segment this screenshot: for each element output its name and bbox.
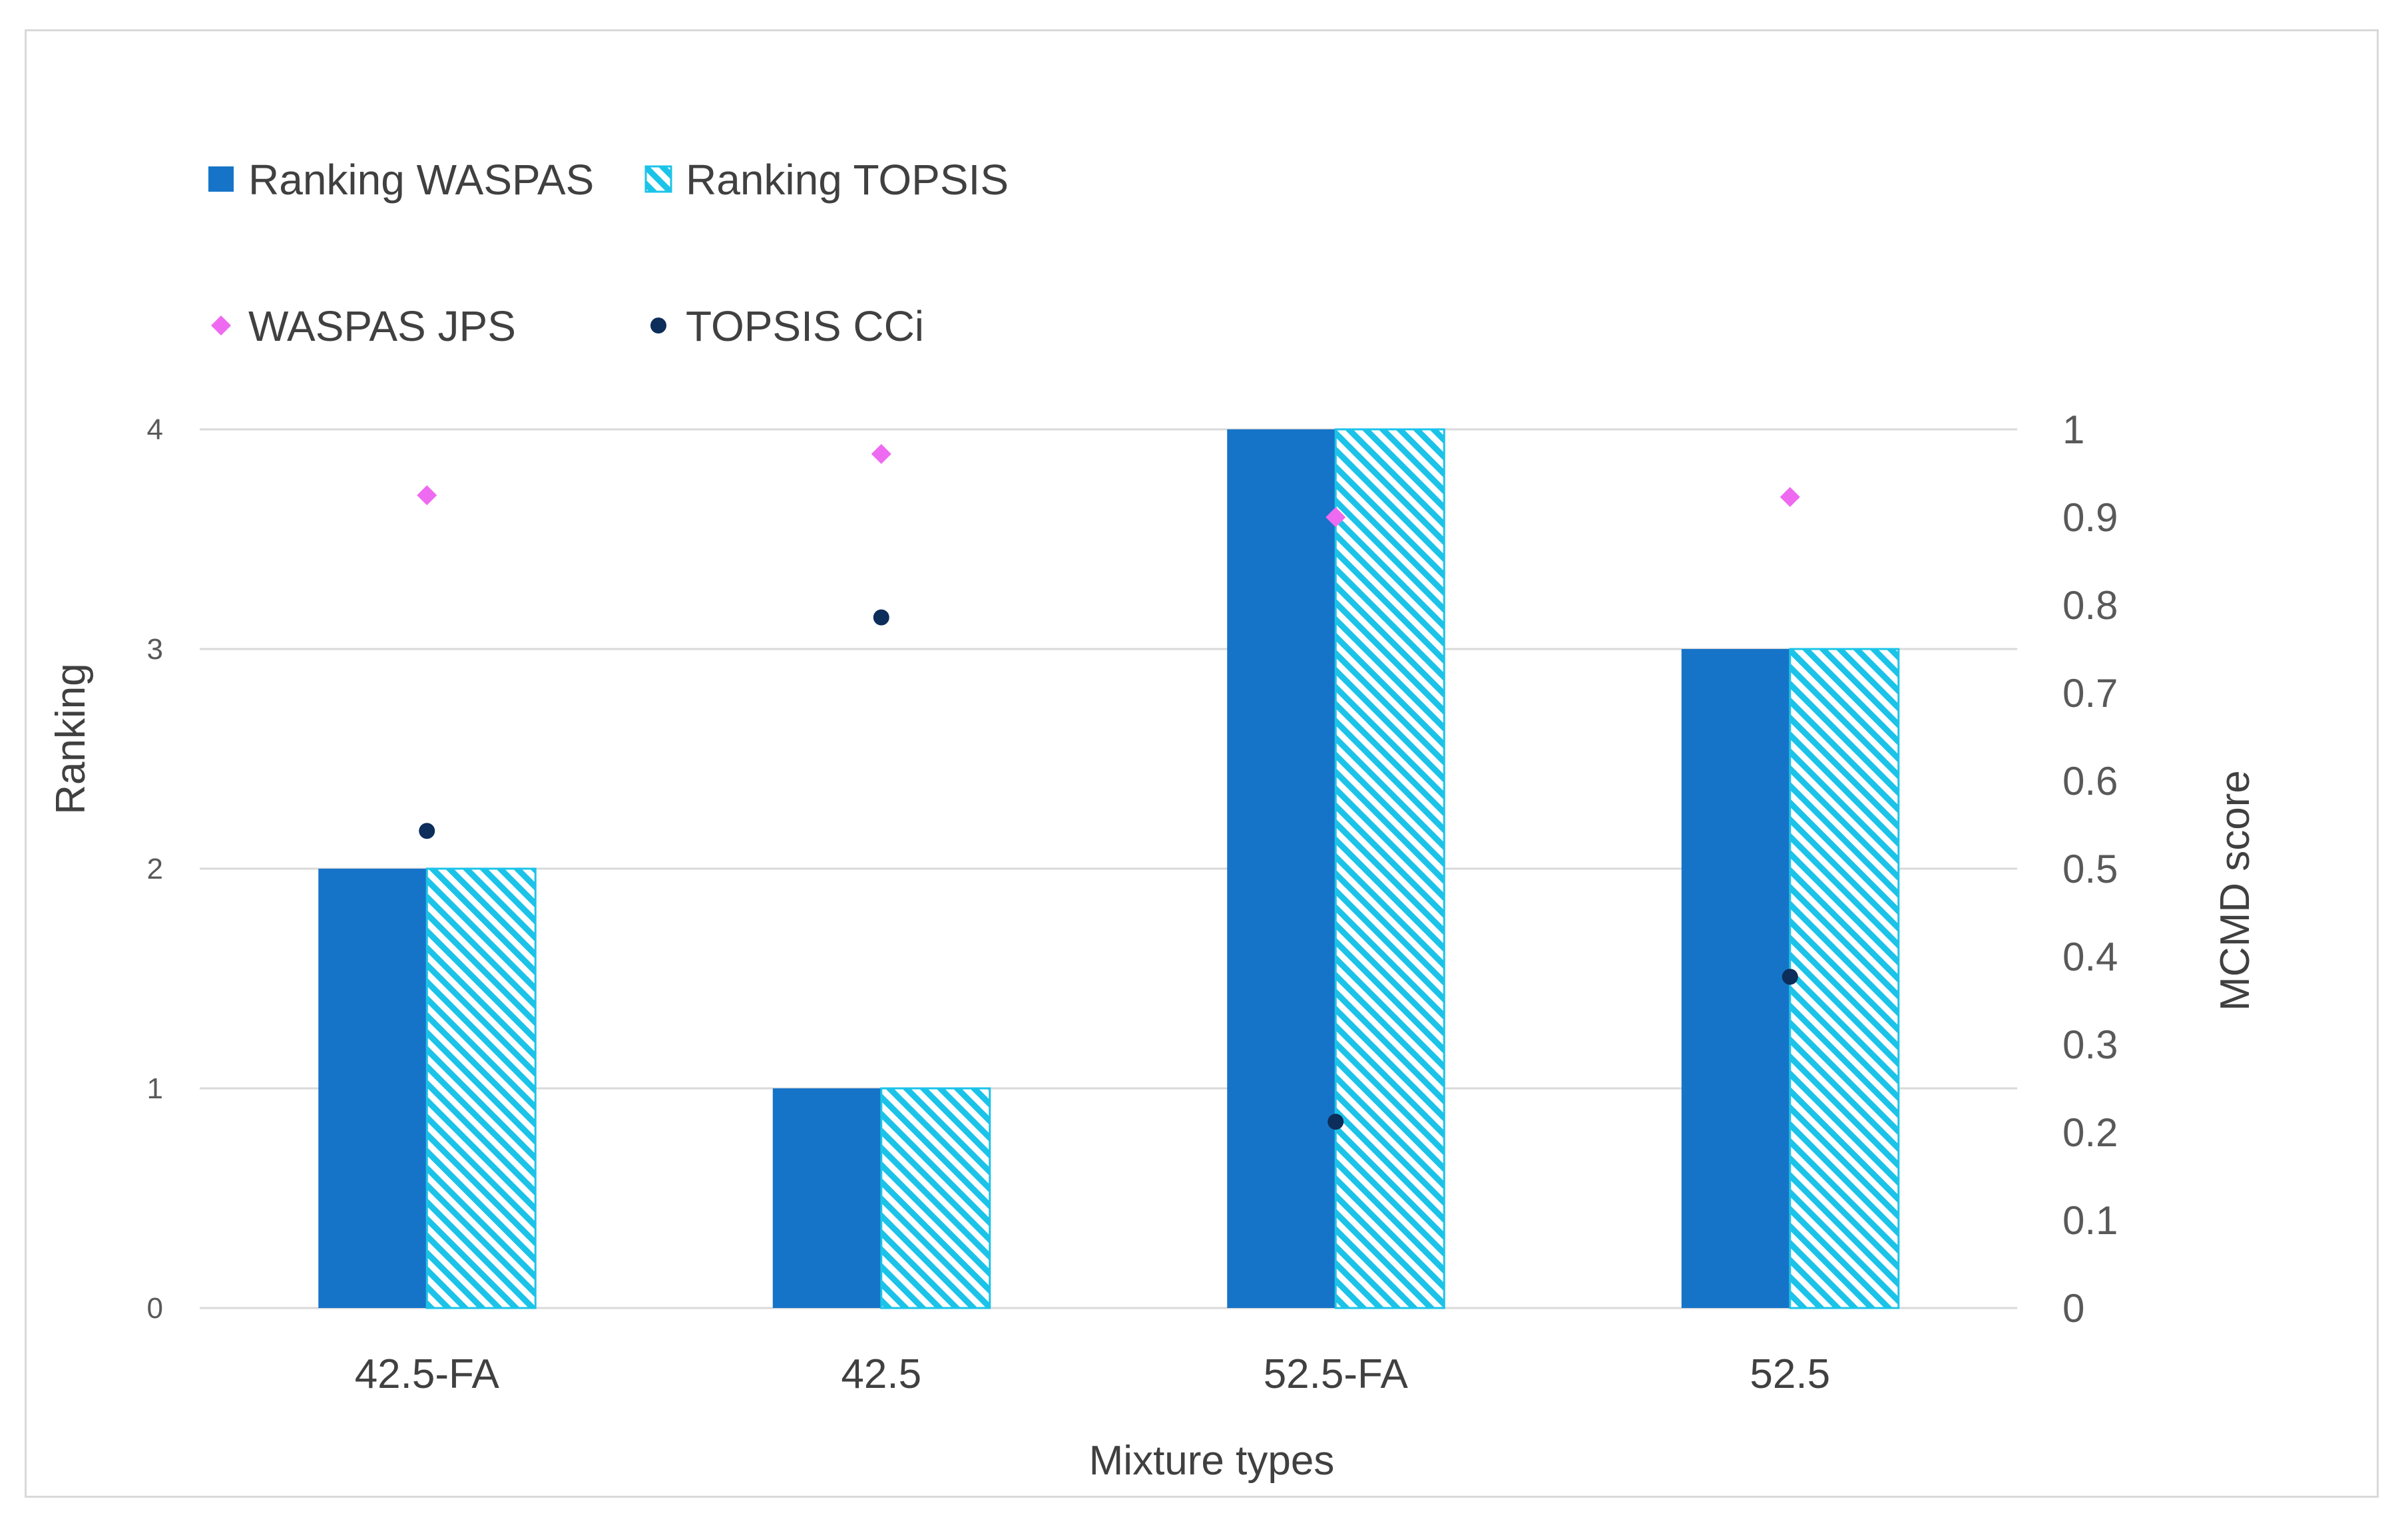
legend-swatch-ranking-topsis [644, 165, 672, 193]
y2-tick-label: 0.6 [2062, 759, 2118, 803]
legend-label-ranking-waspas: Ranking WASPAS [248, 156, 594, 204]
y-tick-label: 1 [147, 1072, 163, 1105]
y2-tick-label: 0.7 [2062, 671, 2118, 716]
bar-ranking-topsis [425, 867, 537, 1309]
point-topsis-cci [419, 823, 435, 839]
x-tick-label: 52.5-FA [1264, 1351, 1409, 1397]
bar-ranking-waspas [772, 1088, 881, 1308]
bar-ranking-waspas [1681, 649, 1790, 1308]
point-waspas-jps [871, 443, 891, 464]
x-axis-title: Mixture types [1089, 1438, 1335, 1484]
bar-ranking-topsis [1334, 428, 1445, 1309]
y-tick-label: 3 [147, 633, 163, 666]
y-tick-label: 2 [147, 853, 163, 885]
y2-tick-label: 1 [2062, 407, 2084, 452]
y-tick-label: 0 [147, 1292, 163, 1325]
y2-tick-label: 0.9 [2062, 495, 2118, 540]
bars [318, 428, 1900, 1309]
legend-swatch-ranking-waspas [208, 166, 234, 192]
y2-tick-label: 0.8 [2062, 583, 2118, 628]
bar-ranking-topsis [880, 1087, 991, 1309]
y2-tick-label: 0.4 [2062, 935, 2118, 979]
point-topsis-cci [1327, 1114, 1344, 1130]
legend-label-ranking-topsis: Ranking TOPSIS [686, 156, 1009, 204]
legend: Ranking WASPAS Ranking TOPSIS WASPAS JPS TO… [208, 156, 1009, 350]
point-waspas-jps [1325, 507, 1346, 527]
y2-tick-label: 0 [2062, 1286, 2084, 1331]
y2-tick-label: 0.1 [2062, 1198, 2118, 1243]
y2-axis-title: MCMD score [2212, 770, 2258, 1011]
x-tick-label: 42.5-FA [355, 1351, 500, 1397]
y2-tick-label: 0.2 [2062, 1110, 2118, 1155]
legend-swatch-topsis-cci [650, 318, 666, 333]
legend-swatch-waspas-jps [211, 316, 231, 335]
axis-ticks: 0 1 2 3 4 0 0.1 0.2 0.3 0.4 0.5 0.6 0.7 0.8 0.9 1 42.5-F… [147, 407, 2118, 1397]
point-waspas-jps [1780, 487, 1800, 507]
y2-tick-label: 0.5 [2062, 847, 2118, 891]
points [417, 443, 1800, 1130]
x-tick-label: 52.5 [1750, 1351, 1830, 1397]
point-topsis-cci [1782, 969, 1798, 985]
bar-ranking-waspas [1227, 429, 1336, 1308]
legend-label-waspas-jps: WASPAS JPS [248, 302, 516, 350]
y-axis-title: Ranking [48, 663, 94, 814]
point-waspas-jps [417, 485, 437, 505]
bar-ranking-waspas [318, 869, 427, 1308]
bar-ranking-topsis [1789, 648, 1900, 1309]
point-topsis-cci [873, 609, 889, 626]
x-tick-label: 42.5 [841, 1351, 921, 1397]
y2-tick-label: 0.3 [2062, 1022, 2118, 1067]
y-tick-label: 4 [147, 413, 163, 446]
legend-label-topsis-cci: TOPSIS CCi [686, 302, 924, 350]
